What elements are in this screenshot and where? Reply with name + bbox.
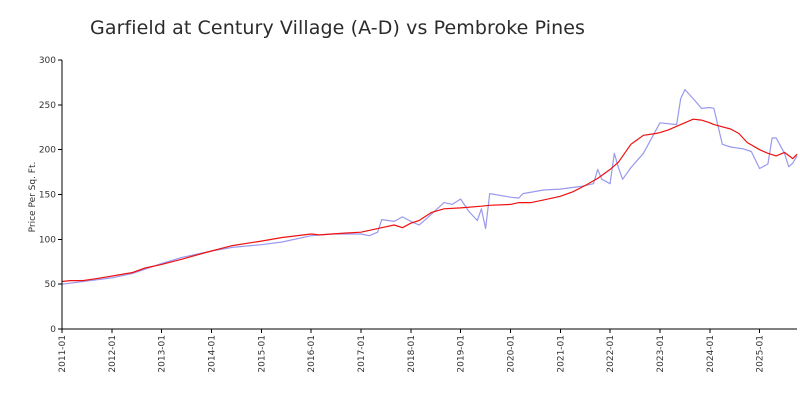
y-tick-label: 300 bbox=[39, 56, 56, 66]
y-tick-label: 200 bbox=[39, 146, 56, 156]
x-tick-label: 2017-01 bbox=[357, 335, 367, 373]
x-tick-label: 2012-01 bbox=[108, 335, 118, 373]
y-tick-label: 250 bbox=[39, 101, 56, 111]
chart-title: Garfield at Century Village (A-D) vs Pem… bbox=[90, 17, 586, 39]
x-tick-label: 2020-01 bbox=[506, 335, 516, 373]
y-axis-ticks: 0 50 100 150 200 250 300 bbox=[39, 56, 62, 335]
y-tick-label: 0 bbox=[50, 325, 56, 335]
x-tick-label: 2022-01 bbox=[606, 335, 616, 373]
x-axis-ticks: 2011-01 2012-01 2013-01 2014-01 2015-01 2016-… bbox=[58, 329, 766, 373]
y-tick-label: 150 bbox=[39, 191, 56, 201]
series-lines bbox=[61, 88, 798, 285]
x-tick-label: 2015-01 bbox=[257, 335, 267, 373]
x-tick-label: 2024-01 bbox=[706, 335, 716, 373]
x-tick-label: 2021-01 bbox=[556, 335, 566, 373]
x-tick-label: 2023-01 bbox=[656, 335, 666, 373]
y-tick-label: 100 bbox=[39, 235, 56, 245]
series-line-1 bbox=[61, 88, 798, 285]
x-tick-label: 2011-01 bbox=[58, 335, 68, 373]
x-tick-label: 2018-01 bbox=[407, 335, 417, 373]
x-tick-label: 2019-01 bbox=[457, 335, 467, 373]
x-tick-label: 2013-01 bbox=[158, 335, 168, 373]
x-tick-label: 2016-01 bbox=[307, 335, 317, 373]
x-tick-label: 2014-01 bbox=[207, 335, 217, 373]
y-axis-label: Price Per Sq. Ft. bbox=[28, 162, 38, 233]
x-tick-label: 2025-01 bbox=[756, 335, 766, 373]
y-tick-label: 50 bbox=[45, 280, 57, 290]
series-line-2 bbox=[61, 118, 798, 283]
